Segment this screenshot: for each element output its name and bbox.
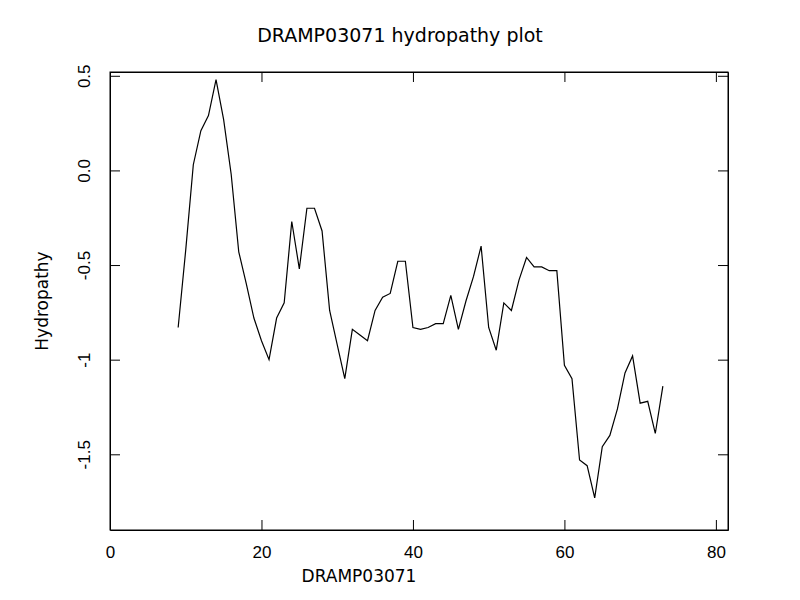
tick-mark xyxy=(718,265,728,266)
tick xyxy=(413,72,414,82)
tick-mark xyxy=(564,520,565,530)
tick-mark xyxy=(718,454,728,455)
tick-label: 80 xyxy=(707,543,726,562)
axis-line xyxy=(728,73,729,531)
tick xyxy=(718,454,728,455)
tick xyxy=(718,170,728,171)
tick xyxy=(718,360,728,361)
tick-mark xyxy=(261,520,262,530)
y-axis-title: Hydropathy xyxy=(32,251,52,350)
chart: 0 20 40 60 80 0.5 0.0 -0.5 -1 -1.5 DRAMP03071 hydr… xyxy=(0,0,800,600)
tick-mark xyxy=(716,72,717,82)
axis-line xyxy=(111,72,729,73)
hydropathy-line xyxy=(178,80,663,498)
tick-mark xyxy=(718,76,728,77)
tick-mark xyxy=(718,360,728,361)
title: DRAMP03071 hydropathy plot xyxy=(257,24,543,46)
tick: 0.0 xyxy=(75,159,120,183)
tick-label: 40 xyxy=(404,543,423,562)
tick-mark xyxy=(413,72,414,82)
tick-mark xyxy=(110,76,120,77)
tick: -1.5 xyxy=(75,440,120,469)
x-axis-title: DRAMP03071 xyxy=(302,566,417,586)
tick-mark xyxy=(564,72,565,82)
tick-label: 60 xyxy=(555,543,574,562)
tick xyxy=(718,265,728,266)
y-axis-right xyxy=(718,73,729,531)
tick xyxy=(718,76,728,77)
tick: 60 xyxy=(555,520,574,562)
tick: 80 xyxy=(707,520,726,562)
x-axis-top xyxy=(111,72,729,82)
tick-mark xyxy=(718,170,728,171)
tick-mark xyxy=(110,360,120,361)
tick xyxy=(564,72,565,82)
tick-mark xyxy=(110,454,120,455)
tick-label: 0.5 xyxy=(75,64,94,88)
tick-label: -0.5 xyxy=(75,251,94,280)
tick-label: 0 xyxy=(106,543,115,562)
tick-mark xyxy=(716,520,717,530)
axis-line xyxy=(110,73,111,531)
tick: -0.5 xyxy=(75,251,120,280)
tick-mark xyxy=(110,170,120,171)
tick-mark xyxy=(413,520,414,530)
tick: 0.5 xyxy=(75,64,120,88)
plot-frame xyxy=(110,72,728,530)
tick xyxy=(716,72,717,82)
tick xyxy=(261,72,262,82)
tick: 40 xyxy=(404,520,423,562)
tick: -1 xyxy=(75,353,120,368)
axis-line xyxy=(111,530,729,531)
tick-label: 20 xyxy=(253,543,272,562)
tick-mark xyxy=(110,265,120,266)
y-axis: 0.5 0.0 -0.5 -1 -1.5 xyxy=(75,64,120,530)
tick-label: 0.0 xyxy=(75,159,94,183)
plot-area xyxy=(178,80,663,498)
tick-label: -1 xyxy=(75,353,94,368)
x-axis: 0 20 40 60 80 xyxy=(106,520,729,562)
tick: 20 xyxy=(253,520,272,562)
tick-label: -1.5 xyxy=(75,440,94,469)
tick-mark xyxy=(261,72,262,82)
